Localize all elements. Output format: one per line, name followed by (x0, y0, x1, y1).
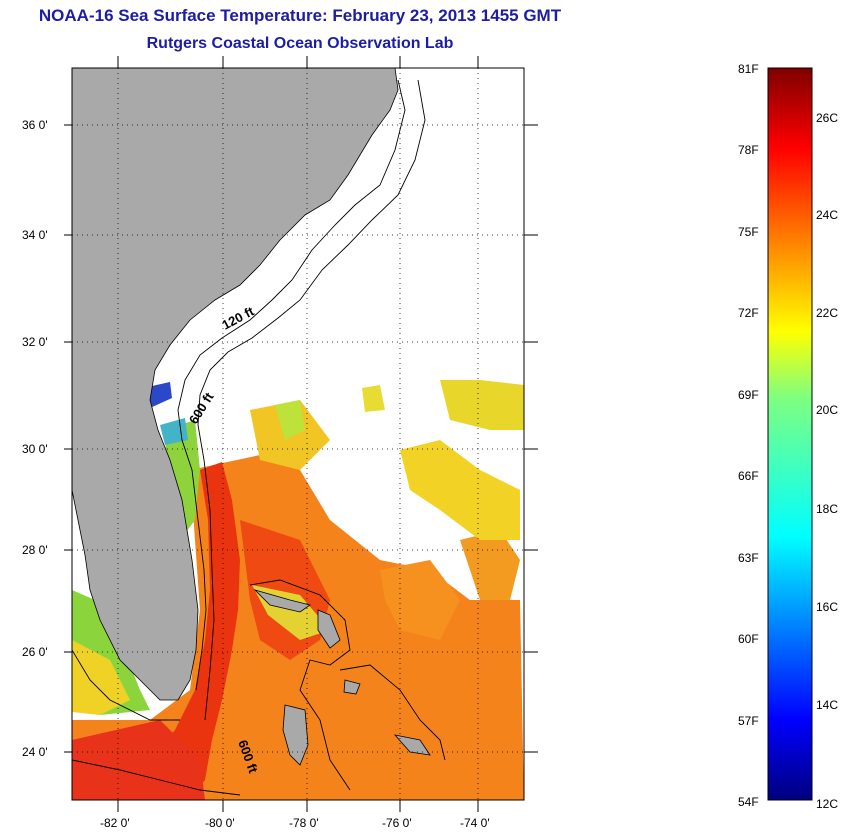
map-area (72, 68, 524, 800)
sst-red-south (72, 720, 205, 800)
lon-labels: -82 0' -80 0' -78 0' -76 0' -74 0' (100, 816, 490, 830)
sst-cyan-patch (160, 418, 188, 445)
land-exuma (393, 734, 431, 756)
colorbar-f-label: 81F (738, 62, 759, 76)
land-andros (282, 704, 309, 766)
lon-label: -78 0' (289, 816, 319, 830)
lon-label: -76 0' (382, 816, 412, 830)
sst-green-patch-mid (275, 400, 305, 440)
bathymetry-contours (72, 79, 446, 796)
land-us-coast (72, 68, 399, 701)
sst-orange-patch-1 (380, 560, 460, 640)
lat-label: 26 0' (22, 645, 48, 659)
sst-gulf-stream (150, 462, 240, 800)
lat-label: 34 0' (22, 228, 48, 242)
land-grand-bahama (253, 589, 311, 613)
colorbar-gradient (767, 67, 813, 801)
lat-label: 30 0' (22, 442, 48, 456)
colorbar-f-label: 75F (738, 225, 759, 239)
colorbar-f-label: 72F (738, 306, 759, 320)
colorbar-c-label: 16C (816, 600, 838, 614)
colorbar-f-label: 66F (738, 469, 759, 483)
lat-label: 36 0' (22, 118, 48, 132)
colorbar-celsius-labels: 26C 24C 22C 20C 18C 16C 14C 12C (816, 111, 838, 811)
colorbar-f-label: 60F (738, 632, 759, 646)
sst-yellow-sw-florida (72, 640, 130, 715)
graticule (72, 68, 524, 800)
colorbar-c-label: 20C (816, 403, 838, 417)
sst-yellow-patch-east (400, 440, 520, 540)
map-frame (71, 67, 525, 801)
colorbar-c-label: 24C (816, 208, 838, 222)
colorbar-c-label: 14C (816, 698, 838, 712)
colorbar-f-label: 78F (738, 143, 759, 157)
contour-120ft (177, 79, 406, 691)
contour-bahamas-banks (249, 579, 351, 791)
colorbar: 81F 78F 75F 72F 69F 66F 63F 60F 57F 54F … (738, 62, 838, 811)
lat-label: 32 0' (22, 335, 48, 349)
colorbar-c-label: 22C (816, 306, 838, 320)
sst-yellow-patch-small (362, 385, 385, 412)
lon-label: -82 0' (100, 816, 130, 830)
map-title: NOAA-16 Sea Surface Temperature: Februar… (38, 6, 562, 25)
sst-yellow-patch-north (440, 380, 524, 430)
lon-label: -80 0' (205, 816, 235, 830)
colorbar-fahrenheit-labels: 81F 78F 75F 72F 69F 66F 63F 60F 57F 54F (738, 62, 759, 809)
map-subtitle: Rutgers Coastal Ocean Observation Lab (146, 35, 454, 52)
land-eleuthera (343, 679, 361, 695)
sst-orange-patch-2 (460, 530, 520, 600)
map-tick-marks (64, 56, 538, 812)
contour-south (72, 759, 241, 796)
colorbar-f-label: 54F (738, 795, 759, 809)
colorbar-c-label: 18C (816, 502, 838, 516)
contour-600ft (197, 79, 426, 721)
colorbar-c-label: 26C (816, 111, 838, 125)
colorbar-c-label: 12C (816, 797, 838, 811)
lon-label: -74 0' (460, 816, 490, 830)
lat-labels: 36 0' 34 0' 32 0' 30 0' 28 0' 26 0' 24 0… (22, 118, 48, 759)
lat-label: 24 0' (22, 745, 48, 759)
lat-label: 28 0' (22, 543, 48, 557)
land-abaco (317, 609, 341, 649)
colorbar-f-label: 63F (738, 551, 759, 565)
colorbar-f-label: 69F (738, 388, 759, 402)
contour-bahamas-east (339, 664, 446, 761)
colorbar-f-label: 57F (738, 714, 759, 728)
contour-sw-florida (72, 649, 180, 721)
